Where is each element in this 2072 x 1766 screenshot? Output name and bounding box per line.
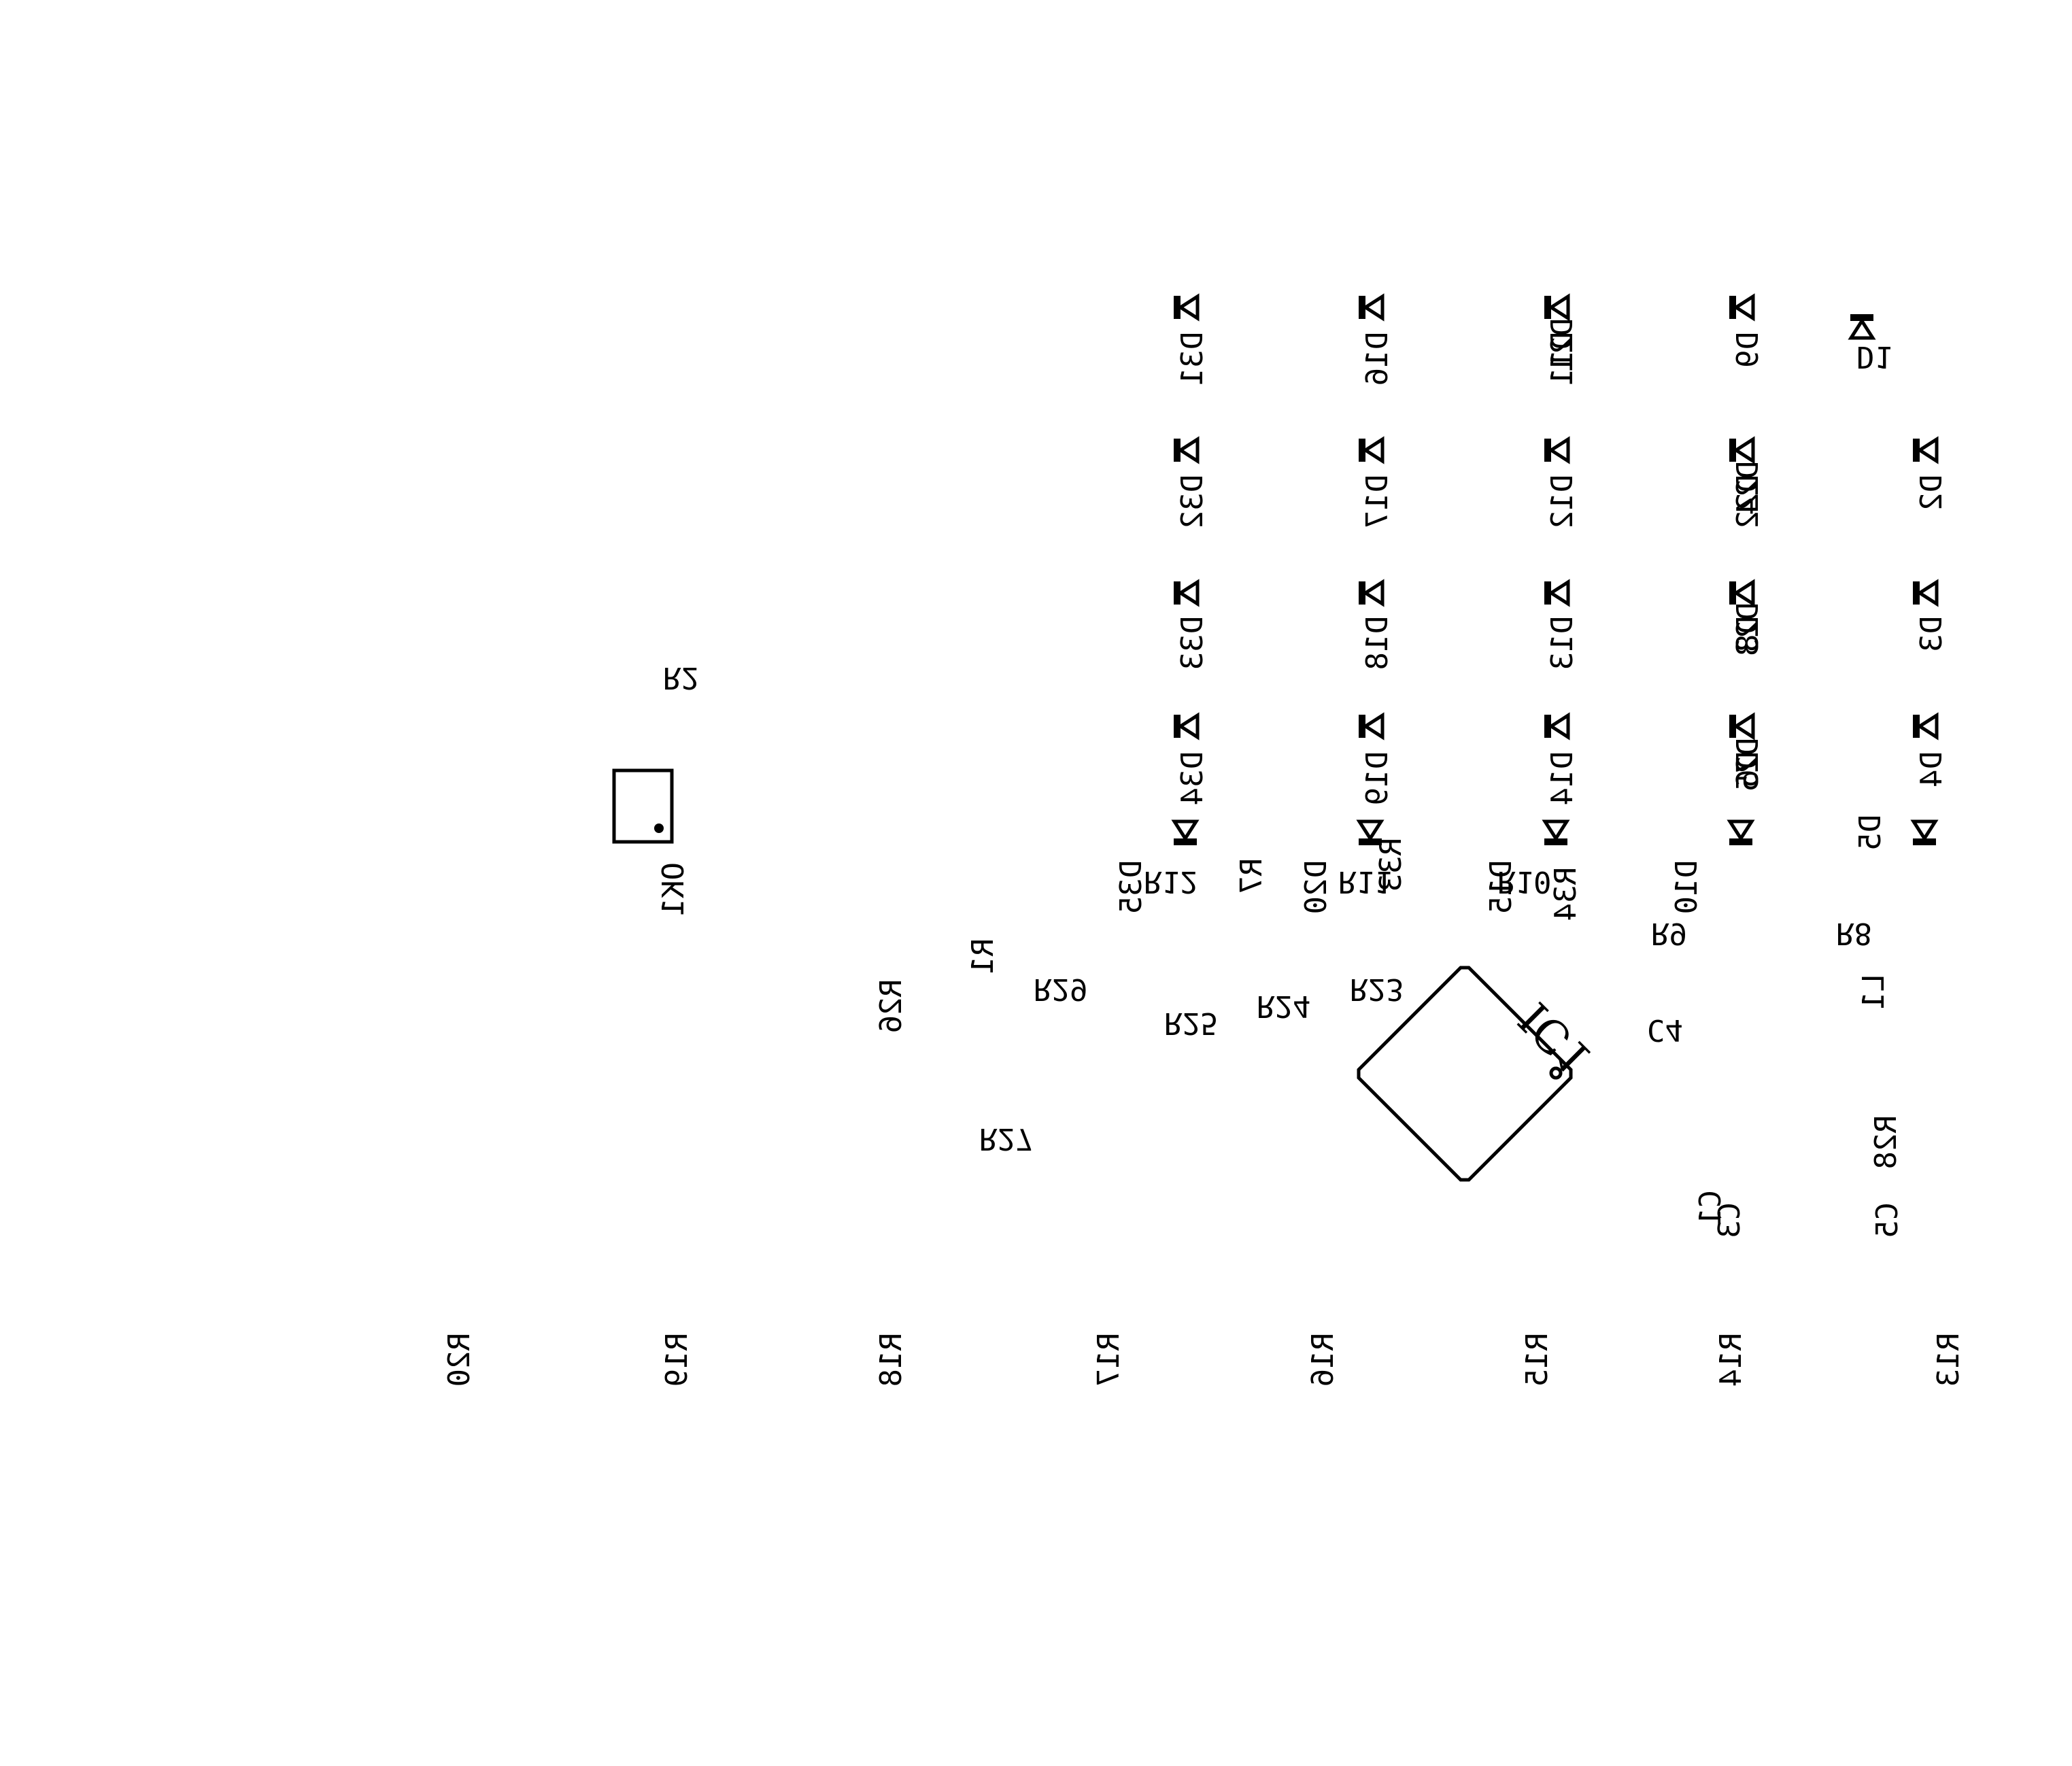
- label-ok1: OK1: [656, 862, 691, 916]
- diode-symbol-d19: [1359, 712, 1385, 741]
- label-r34: R34: [1548, 867, 1583, 921]
- diode-symbol-d17: [1359, 436, 1385, 464]
- label-d17: D17: [1360, 475, 1395, 528]
- label-ic1: IC1: [1509, 992, 1603, 1086]
- diode-symbol-d32: [1174, 436, 1200, 464]
- label-r33: R33: [1374, 838, 1408, 892]
- ok1-pin1-marker: [654, 823, 664, 833]
- label-d16: D16: [1360, 332, 1395, 386]
- label-d18: D18: [1360, 616, 1395, 670]
- label-r14: R14: [1714, 1333, 1748, 1387]
- label-d12: D12: [1545, 475, 1580, 528]
- label-r7: R7: [1234, 858, 1269, 894]
- label-c4: C4: [1647, 1013, 1683, 1047]
- label-d33: D33: [1175, 616, 1210, 670]
- label-r13: R13: [1931, 1333, 1966, 1387]
- label-d25: D25: [1731, 738, 1765, 792]
- diode-symbol-d14: [1544, 712, 1570, 741]
- label-d6: D6: [1731, 751, 1765, 787]
- label-d1: D1: [1856, 339, 1892, 374]
- label-r1: R1: [966, 938, 1000, 974]
- diode-symbol-d21: [1544, 293, 1570, 322]
- label-d8: D8: [1731, 616, 1765, 652]
- diode-symbol-d9: [1729, 293, 1755, 322]
- label-d7: D7: [1731, 738, 1765, 774]
- label-c5: C5: [1870, 1202, 1905, 1238]
- diode-symbol-d34: [1174, 712, 1200, 741]
- diode-symbol-d4: [1913, 712, 1939, 741]
- label-d10: D10: [1669, 860, 1704, 914]
- diode-symbols: [1171, 293, 1939, 845]
- label-d5: D5: [1853, 815, 1888, 851]
- label-r10: R10: [1497, 864, 1551, 899]
- diode-symbol-d33: [1174, 579, 1200, 607]
- label-d34: D34: [1175, 751, 1210, 805]
- label-d4: D4: [1914, 751, 1949, 787]
- label-r2: R2: [663, 660, 699, 695]
- diode-symbol-d3: [1913, 579, 1939, 607]
- label-r24: R24: [1257, 989, 1310, 1023]
- label-d9: D9: [1731, 332, 1765, 368]
- diode-symbol-d8: [1729, 579, 1755, 607]
- label-c1: C1: [1693, 1190, 1728, 1226]
- label-r23: R23: [1350, 972, 1404, 1006]
- ic1-pin1-marker: [1549, 1066, 1563, 1080]
- label-r18: R18: [874, 1333, 908, 1387]
- label-d23: D23: [1731, 602, 1765, 656]
- diode-symbol-d31: [1174, 293, 1200, 322]
- label-d35: D35: [1114, 860, 1149, 914]
- diode-symbol-d16: [1359, 293, 1385, 322]
- label-r11: R11: [1338, 864, 1392, 899]
- label-r27: R27: [979, 1121, 1033, 1156]
- diode-symbol-d24: [1729, 436, 1755, 464]
- ic1-footprint: [1357, 966, 1573, 1182]
- diode-symbol-d1: [1848, 314, 1876, 340]
- diode-symbol-d18: [1359, 579, 1385, 607]
- diode-symbol-d6: [1729, 712, 1755, 741]
- label-r19: R19: [660, 1333, 694, 1387]
- diode-symbol-d35: [1171, 819, 1200, 845]
- label-d32: D32: [1175, 475, 1210, 528]
- label-r20: R20: [442, 1333, 477, 1387]
- label-r9: R9: [1651, 916, 1687, 951]
- label-d21: D21: [1545, 318, 1580, 372]
- label-r29: R29: [1034, 972, 1087, 1006]
- label-d31: D31: [1175, 332, 1210, 386]
- label-d3: D3: [1914, 616, 1949, 652]
- label-d22: D22: [1731, 475, 1765, 528]
- diode-symbol-d15: [1542, 819, 1570, 845]
- label-d13: D13: [1545, 616, 1580, 670]
- label-l1: L1: [1856, 974, 1891, 1010]
- label-d20: D20: [1299, 860, 1334, 914]
- diode-symbol-d5: [1910, 819, 1939, 845]
- diode-symbol-d13: [1544, 579, 1570, 607]
- label-r16: R16: [1306, 1333, 1340, 1387]
- label-c3: C3: [1712, 1202, 1747, 1238]
- label-r15: R15: [1520, 1333, 1555, 1387]
- label-r12: R12: [1144, 864, 1198, 899]
- label-r28: R28: [1869, 1115, 1903, 1169]
- diode-symbol-d10: [1727, 819, 1755, 845]
- diode-symbol-d12: [1544, 436, 1570, 464]
- diode-symbol-d20: [1356, 819, 1385, 845]
- label-d2: D2: [1914, 475, 1949, 511]
- label-d24: D24: [1731, 461, 1765, 515]
- label-r26: R26: [874, 979, 908, 1033]
- ok1-footprint: [612, 768, 674, 844]
- label-r25: R25: [1164, 1006, 1218, 1040]
- label-d19: D19: [1360, 751, 1395, 805]
- diode-symbol-d2: [1913, 436, 1939, 464]
- label-d11: D11: [1545, 332, 1580, 386]
- label-r8: R8: [1836, 916, 1872, 951]
- label-d14: D14: [1545, 751, 1580, 805]
- designator-labels: D1 D2 D3 D4 D5 D6 D7 D8 D9 D10 D11 D12 D…: [442, 318, 1966, 1387]
- label-r17: R17: [1091, 1333, 1126, 1387]
- label-d15: D15: [1484, 860, 1518, 914]
